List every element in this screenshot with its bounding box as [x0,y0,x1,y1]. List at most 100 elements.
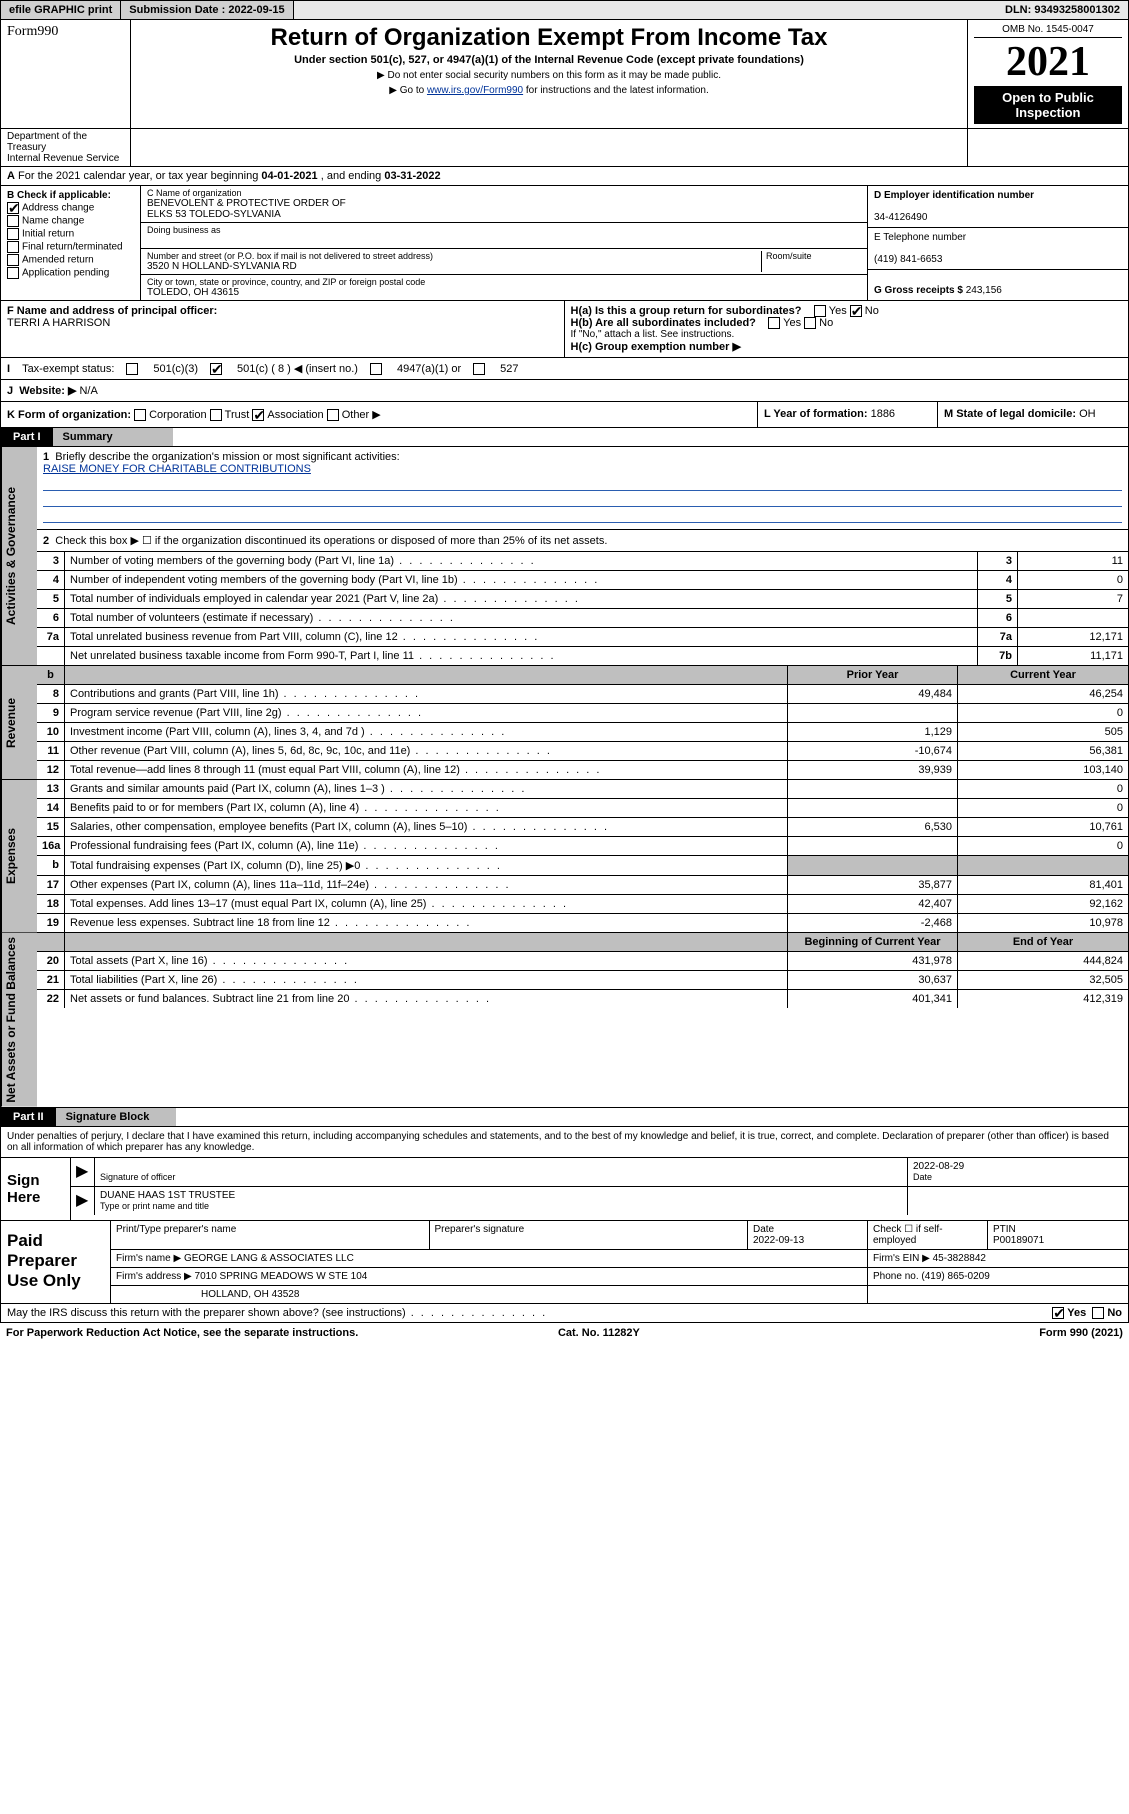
gross-row: G Gross receipts $ 243,156 [868,270,1128,300]
current-year: 0 [958,780,1128,798]
line-value: 11 [1018,552,1128,570]
line-number: 14 [37,799,65,817]
current-year: 81,401 [958,876,1128,894]
ssn-warning: ▶ Do not enter social security numbers o… [137,70,961,81]
summary-governance: Activities & Governance 1 Briefly descri… [0,447,1129,666]
prep-row-2: Firm's name ▶ GEORGE LANG & ASSOCIATES L… [111,1250,1128,1268]
col-b: b [37,666,65,684]
checkbox-icon[interactable] [252,409,264,421]
checkbox-icon[interactable] [134,409,146,421]
cb-final-return[interactable]: Final return/terminated [7,241,134,253]
box-h: H(a) Is this a group return for subordin… [565,301,1129,357]
open-inspection: Open to Public Inspection [974,86,1122,124]
checkbox-icon[interactable] [210,363,222,375]
hb-label: H(b) Are all subordinates included? [571,317,756,329]
line-text: Total unrelated business revenue from Pa… [65,628,978,646]
line-2: 2 Check this box ▶ ☐ if the organization… [37,530,1128,552]
part1-header: Part I Summary [0,428,1129,447]
line-2-text: Check this box ▶ ☐ if the organization d… [55,535,607,547]
checkbox-icon[interactable] [210,409,222,421]
mission-text[interactable]: RAISE MONEY FOR CHARITABLE CONTRIBUTIONS [43,463,311,475]
line-key: 5 [978,590,1018,608]
checkbox-icon[interactable] [126,363,138,375]
goto-post: for instructions and the latest informat… [523,85,709,96]
irs-text: Internal Revenue Service [7,153,119,164]
line-key: 6 [978,609,1018,627]
checkbox-icon[interactable] [814,305,826,317]
arrow-icon: ▶ [71,1158,95,1186]
dept-row: Department of the TreasuryInternal Reven… [0,129,1129,167]
sign-here-label: Sign Here [1,1158,71,1220]
checkbox-icon[interactable] [804,317,816,329]
line-value: 12,171 [1018,628,1128,646]
cb-address-change[interactable]: Address change [7,202,134,214]
prep-date: 2022-09-13 [753,1235,804,1246]
street-row: Number and street (or P.O. box if mail i… [141,249,867,275]
dept-treasury: Department of the TreasuryInternal Reven… [1,129,131,166]
prior-year: 49,484 [788,685,958,703]
sign-line-1: ▶ Signature of officer 2022-08-29Date [71,1158,1128,1187]
dln-label: DLN: [1005,4,1031,16]
sign-body: ▶ Signature of officer 2022-08-29Date ▶ … [71,1158,1128,1220]
ein-label: D Employer identification number [874,190,1034,201]
firm-ein: 45-3828842 [933,1253,986,1264]
checkbox-icon[interactable] [768,317,780,329]
expenses-body: 13 Grants and similar amounts paid (Part… [37,780,1128,932]
cb-final-label: Final return/terminated [22,242,123,253]
omb-number: OMB No. 1545-0047 [974,24,1122,38]
revenue-body: b Prior Year Current Year 8 Contribution… [37,666,1128,779]
line-text: Total fundraising expenses (Part IX, col… [65,856,788,875]
summary-row: 5 Total number of individuals employed i… [37,590,1128,609]
prior-year: 1,129 [788,723,958,741]
current-year: 92,162 [958,895,1128,913]
cb-name-change[interactable]: Name change [7,215,134,227]
form-subtitle: Under section 501(c), 527, or 4947(a)(1)… [137,54,961,66]
checkbox-icon[interactable] [327,409,339,421]
checkbox-icon[interactable] [1092,1307,1104,1319]
box-m: M State of legal domicile: OH [938,402,1128,427]
discuss-question: May the IRS discuss this return with the… [7,1307,547,1319]
fin-row: 10 Investment income (Part VIII, column … [37,723,1128,742]
ha-label: H(a) Is this a group return for subordin… [571,305,802,317]
checkbox-icon[interactable] [473,363,485,375]
paid-preparer-block: Paid Preparer Use Only Print/Type prepar… [0,1221,1129,1304]
fin-row: 8 Contributions and grants (Part VIII, l… [37,685,1128,704]
line-text: Total assets (Part X, line 16) [65,952,788,970]
ein-value: 34-4126490 [874,212,927,223]
cb-initial-return[interactable]: Initial return [7,228,134,240]
line-text: Other revenue (Part VIII, column (A), li… [65,742,788,760]
fin-row: b Total fundraising expenses (Part IX, c… [37,856,1128,876]
dba-label: Doing business as [147,225,861,235]
sig-officer-label: Signature of officer [100,1172,175,1182]
cb-application-pending[interactable]: Application pending [7,267,134,279]
line-number: 17 [37,876,65,894]
submission-label: Submission Date : [129,4,225,16]
cb-amended-return[interactable]: Amended return [7,254,134,266]
line-number: 11 [37,742,65,760]
line-number: 19 [37,914,65,932]
firm-addr-label: Firm's address ▶ [116,1271,192,1282]
tax-status-label: Tax-exempt status: [22,363,114,375]
org-name-label: C Name of organization [147,188,861,198]
line-key: 3 [978,552,1018,570]
ha-answer: No [865,305,879,317]
bottom-line: For Paperwork Reduction Act Notice, see … [0,1323,1129,1343]
part1-label: Part I [1,428,53,446]
l-value: 1886 [871,408,895,420]
checkbox-icon [7,267,19,279]
irs-link[interactable]: www.irs.gov/Form990 [427,85,523,96]
submission-date: 2022-09-15 [228,4,284,16]
l-label: L Year of formation: [764,408,868,420]
net-body: Beginning of Current Year End of Year 20… [37,933,1128,1107]
preparer-body: Print/Type preparer's name Preparer's si… [111,1221,1128,1303]
sign-date: 2022-08-29 [913,1161,964,1172]
checkbox-icon[interactable] [370,363,382,375]
checkbox-icon [7,254,19,266]
efile-button[interactable]: efile GRAPHIC print [1,1,121,19]
box-d: D Employer identification number 34-4126… [868,186,1128,300]
line-number: 20 [37,952,65,970]
checkbox-icon[interactable] [850,305,862,317]
prior-year: -2,468 [788,914,958,932]
dln-cell: DLN: 93493258001302 [997,1,1128,19]
checkbox-icon[interactable] [1052,1307,1064,1319]
